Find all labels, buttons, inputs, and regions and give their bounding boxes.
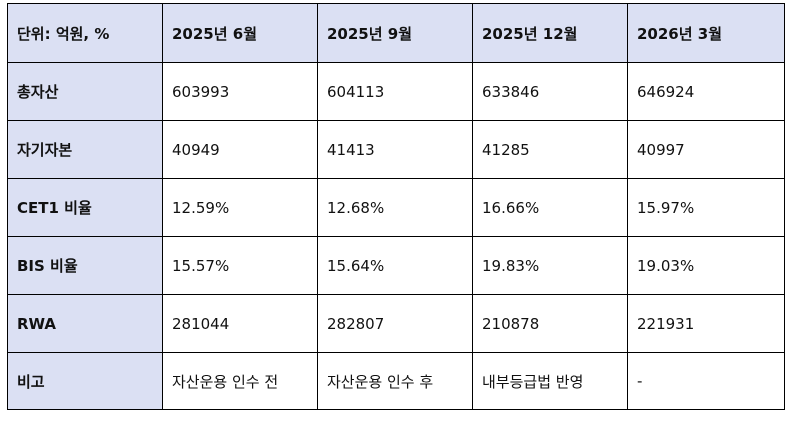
table-cell: 15.97% [627,178,785,237]
row-label: RWA [7,294,163,353]
table-cell: 282807 [317,294,473,353]
table-cell: 15.57% [162,236,318,295]
table-cell: 자산운용 인수 후 [317,352,473,410]
table-cell: 내부등급법 반영 [472,352,628,410]
table-row-total-assets: 총자산 603993 604113 633846 646924 [7,62,785,121]
table-cell: 16.66% [472,178,628,237]
table-row-remarks: 비고 자산운용 인수 전 자산운용 인수 후 내부등급법 반영 - [7,352,785,410]
table-cell: - [627,352,785,410]
table-header-row: 단위: 억원, % 2025년 6월 2025년 9월 2025년 12월 20… [7,3,785,63]
table-cell: 646924 [627,62,785,121]
table-row-equity: 자기자본 40949 41413 41285 40997 [7,120,785,179]
row-label: 총자산 [7,62,163,121]
financial-table: 단위: 억원, % 2025년 6월 2025년 9월 2025년 12월 20… [7,3,785,410]
table-cell: 604113 [317,62,473,121]
table-cell: 210878 [472,294,628,353]
table-cell: 40949 [162,120,318,179]
table-cell: 633846 [472,62,628,121]
table-row-rwa: RWA 281044 282807 210878 221931 [7,294,785,353]
row-label: BIS 비율 [7,236,163,295]
table-cell: 19.03% [627,236,785,295]
table-cell: 12.59% [162,178,318,237]
table-cell: 221931 [627,294,785,353]
table-cell: 자산운용 인수 전 [162,352,318,410]
table-row-bis-ratio: BIS 비율 15.57% 15.64% 19.83% 19.03% [7,236,785,295]
row-label: 자기자본 [7,120,163,179]
table-cell: 603993 [162,62,318,121]
header-cell-unit: 단위: 억원, % [7,3,163,63]
header-cell-2025-09: 2025년 9월 [317,3,473,63]
header-cell-2025-06: 2025년 6월 [162,3,318,63]
table-cell: 19.83% [472,236,628,295]
row-label: CET1 비율 [7,178,163,237]
table-cell: 12.68% [317,178,473,237]
table-row-cet1-ratio: CET1 비율 12.59% 12.68% 16.66% 15.97% [7,178,785,237]
table-cell: 41413 [317,120,473,179]
financial-table-container: 단위: 억원, % 2025년 6월 2025년 9월 2025년 12월 20… [7,3,785,410]
table-cell: 15.64% [317,236,473,295]
table-cell: 40997 [627,120,785,179]
header-cell-2026-03: 2026년 3월 [627,3,785,63]
table-cell: 41285 [472,120,628,179]
header-cell-2025-12: 2025년 12월 [472,3,628,63]
row-label: 비고 [7,352,163,410]
table-cell: 281044 [162,294,318,353]
